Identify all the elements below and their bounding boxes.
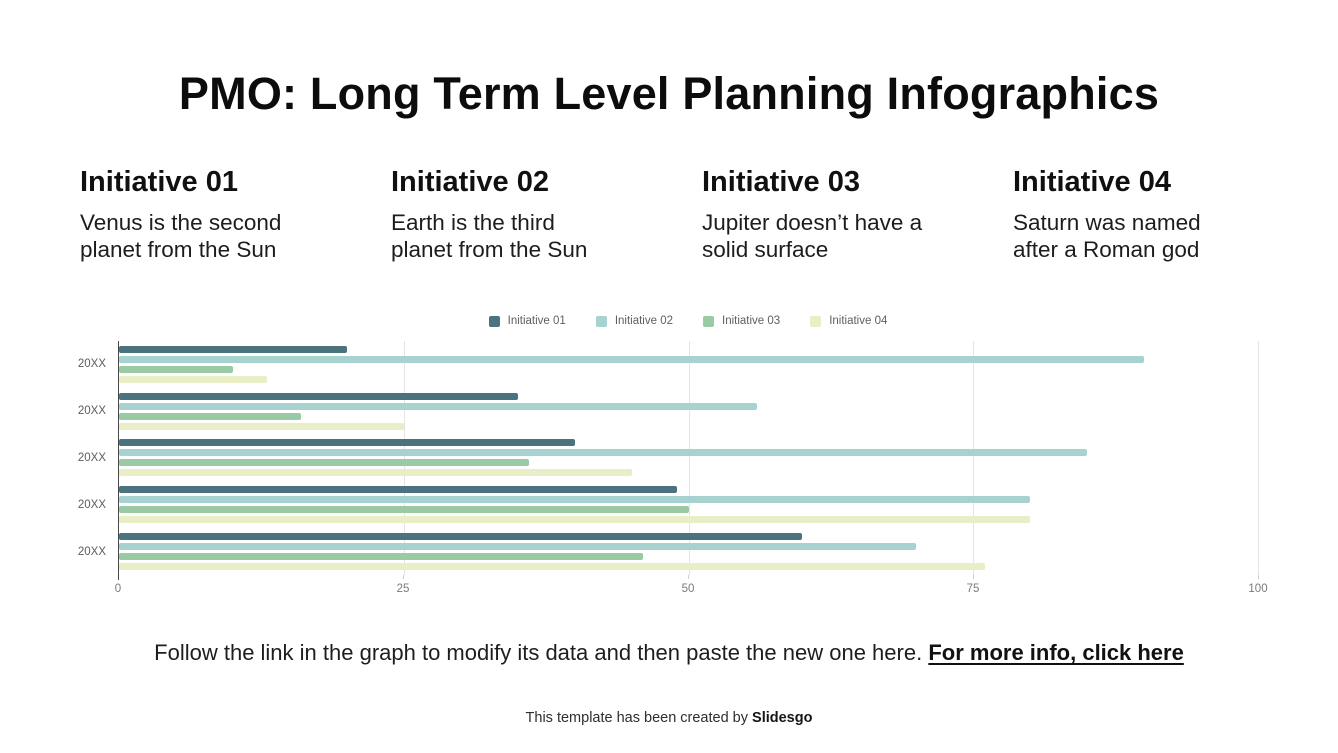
bar-chart: Initiative 01 Initiative 02 Initiative 03 I… (78, 314, 1268, 601)
initiatives-section: Initiative 01 Venus is the second planet… (80, 166, 1258, 263)
bar-initiative-03 (119, 412, 302, 420)
footer-note: Follow the link in the graph to modify i… (0, 640, 1338, 666)
bar-initiative-01 (119, 533, 803, 541)
tick-label: 25 (396, 583, 410, 595)
initiative-description: Jupiter doesn’t have a solid surface (702, 210, 923, 262)
tick-label: 75 (966, 583, 980, 595)
initiative-column-2: Initiative 02 Earth is the third planet … (391, 166, 636, 263)
initiative-description: Saturn was named after a Roman god (1013, 210, 1201, 262)
legend-item-1: Initiative 01 (488, 315, 566, 327)
chart-row-3: 20XX (78, 435, 1258, 482)
footer-instruction: Follow the link in the graph to modify i… (154, 640, 923, 665)
bar-initiative-04 (119, 422, 404, 430)
bar-initiative-03 (119, 506, 689, 514)
chart-row-4: 20XX (78, 481, 1258, 528)
initiative-heading: Initiative 02 (391, 166, 549, 198)
legend-swatch-icon (595, 315, 607, 327)
bar-initiative-04 (119, 375, 268, 383)
legend-label: Initiative 01 (507, 315, 566, 327)
bar-initiative-04 (119, 516, 1031, 524)
category-label: 20XX (77, 545, 106, 558)
bar-initiative-02 (119, 543, 917, 551)
tick-mark (688, 575, 689, 579)
bar-initiative-03 (119, 365, 233, 373)
tick-label: 50 (681, 583, 695, 595)
gridline (688, 341, 690, 575)
legend-swatch-icon (810, 315, 822, 327)
slide-title: PMO: Long Term Level Planning Infographi… (178, 68, 1160, 119)
chart-plot: 20XX 20XX 20XX 20XX 20XX (78, 341, 1259, 575)
credit-brand: Slidesgo (752, 710, 813, 726)
bar-initiative-02 (119, 449, 1088, 457)
chart-legend: Initiative 01 Initiative 02 Initiative 03 I… (118, 314, 1258, 328)
credit-line: This template has been created by Slides… (0, 710, 1338, 726)
gridline (403, 341, 405, 575)
chart-row-2: 20XX (78, 388, 1258, 435)
tick-mark (973, 575, 974, 579)
bar-initiative-04 (119, 563, 985, 571)
initiative-description: Venus is the second planet from the Sun (80, 210, 282, 262)
initiative-heading: Initiative 04 (1013, 166, 1171, 198)
x-axis: 0 25 50 75 100 (114, 575, 1268, 601)
bar-initiative-03 (119, 553, 643, 561)
tick-label: 100 (1248, 583, 1268, 595)
category-label: 20XX (77, 358, 106, 371)
initiative-column-3: Initiative 03 Jupiter doesn’t have a sol… (702, 166, 947, 263)
credit-text: This template has been created by (525, 710, 748, 726)
legend-swatch-icon (488, 315, 500, 327)
tick-mark (1258, 575, 1259, 579)
legend-item-3: Initiative 03 (703, 315, 780, 327)
chart-row-1: 20XX (78, 341, 1258, 388)
gridline (1258, 341, 1259, 575)
bar-initiative-01 (119, 392, 518, 400)
bar-initiative-03 (119, 459, 530, 467)
bar-initiative-02 (119, 496, 1031, 504)
more-info-link[interactable]: For more info, click here (928, 640, 1184, 665)
category-label: 20XX (77, 451, 106, 464)
chart-row-5: 20XX (78, 528, 1258, 575)
bar-initiative-04 (119, 469, 632, 477)
category-label: 20XX (77, 405, 106, 418)
legend-item-4: Initiative 04 (810, 315, 887, 327)
initiative-heading: Initiative 03 (702, 166, 860, 198)
category-label: 20XX (77, 498, 106, 511)
legend-label: Initiative 03 (722, 315, 781, 327)
initiative-column-1: Initiative 01 Venus is the second planet… (80, 166, 325, 263)
legend-label: Initiative 02 (614, 315, 673, 327)
legend-item-2: Initiative 02 (595, 315, 673, 327)
legend-label: Initiative 04 (829, 315, 888, 327)
gridline (973, 341, 975, 575)
bar-initiative-01 (119, 345, 347, 353)
initiative-description: Earth is the third planet from the Sun (391, 210, 588, 262)
initiative-heading: Initiative 01 (80, 166, 238, 198)
tick-mark (118, 575, 119, 580)
bar-initiative-02 (119, 355, 1145, 363)
bar-initiative-01 (119, 439, 575, 447)
tick-mark (403, 575, 404, 579)
bar-initiative-02 (119, 402, 757, 410)
legend-swatch-icon (703, 315, 714, 327)
bar-initiative-01 (119, 486, 678, 494)
initiative-column-4: Initiative 04 Saturn was named after a R… (1013, 166, 1258, 263)
tick-label: 0 (114, 583, 122, 595)
